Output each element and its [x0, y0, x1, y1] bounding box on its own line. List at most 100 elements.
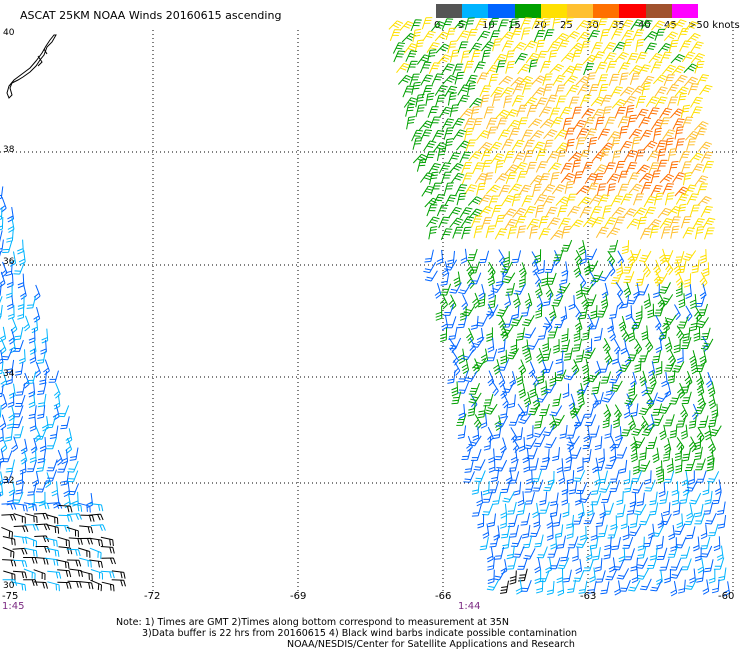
wind-barb — [1, 503, 17, 510]
wind-barb — [635, 164, 650, 175]
wind-barb — [689, 350, 697, 366]
wind-barb — [602, 205, 612, 219]
wind-barb — [451, 381, 459, 397]
wind-barb — [549, 405, 563, 417]
wind-barb — [633, 282, 640, 299]
wind-barb — [479, 85, 492, 97]
wind-barb — [501, 195, 515, 206]
wind-barb — [563, 347, 574, 361]
wind-barb — [6, 294, 14, 311]
wind-barb — [617, 62, 631, 74]
wind-barb — [69, 568, 83, 577]
wind-barb — [492, 38, 502, 52]
wind-barb — [1, 514, 17, 521]
wind-barb — [485, 225, 496, 239]
wind-barb — [654, 86, 668, 98]
wind-barb — [620, 193, 633, 205]
wind-barb — [563, 457, 573, 472]
wind-barb — [526, 104, 538, 117]
wind-barb — [681, 161, 692, 174]
wind-barb — [403, 97, 418, 108]
wind-barb — [517, 491, 525, 507]
wind-barb — [411, 129, 423, 142]
wind-barb — [13, 339, 24, 352]
wind-barb — [604, 116, 616, 129]
wind-barb — [24, 524, 39, 531]
wind-barb — [500, 87, 514, 98]
wind-barb — [671, 481, 679, 496]
wind-barb — [676, 437, 685, 453]
wind-barb — [0, 384, 4, 398]
wind-barb — [595, 226, 609, 238]
wind-barb — [518, 262, 527, 278]
wind-barb — [450, 172, 465, 184]
wind-barb — [675, 282, 683, 298]
wind-barb — [620, 295, 630, 309]
wind-barb — [504, 164, 519, 175]
wind-barb — [688, 415, 697, 429]
wind-barb — [648, 53, 663, 64]
wind-barb — [0, 239, 4, 253]
wind-barb — [36, 350, 46, 364]
wind-barb — [655, 569, 663, 585]
wind-barb — [565, 193, 577, 206]
wind-barb — [599, 481, 612, 493]
wind-barb — [445, 27, 457, 41]
wind-barb — [486, 304, 499, 316]
wind-barb — [655, 337, 663, 354]
wind-barb — [514, 162, 528, 173]
wind-barb — [487, 370, 495, 387]
wind-barb — [23, 315, 31, 332]
wind-barb — [696, 372, 705, 388]
legend-swatch-9 — [671, 4, 698, 18]
wind-barb — [563, 17, 574, 30]
wind-barb — [506, 545, 515, 560]
wind-barb — [711, 491, 722, 505]
wind-barb — [683, 184, 697, 196]
wind-barb — [711, 403, 719, 419]
wind-barb — [456, 192, 467, 206]
wind-barb — [569, 42, 584, 53]
wind-barb — [610, 272, 623, 285]
wind-barb — [416, 54, 431, 65]
wind-barb — [424, 270, 438, 282]
wind-barb — [441, 18, 454, 31]
wind-barb — [44, 472, 52, 489]
wind-barb — [486, 327, 493, 342]
wind-barb — [529, 382, 537, 398]
wind-barb — [58, 504, 73, 513]
footnote-line-2: 3)Data buffer is 22 hrs from 20160615 4)… — [142, 628, 578, 639]
wind-barb — [608, 260, 616, 277]
wind-barb — [629, 72, 641, 85]
wind-barb — [635, 38, 645, 53]
wind-barb — [574, 304, 582, 320]
wind-barb — [24, 547, 38, 557]
wind-barb — [464, 127, 474, 141]
wind-barb — [699, 271, 708, 288]
wind-barb — [15, 480, 24, 495]
wind-barb — [698, 141, 713, 152]
wind-barb — [0, 361, 4, 375]
wind-barb — [477, 514, 485, 529]
wind-barb — [523, 96, 538, 108]
wind-barb — [539, 60, 552, 73]
wind-barb — [695, 360, 707, 373]
wind-barb — [674, 126, 684, 140]
wind-barb — [550, 534, 557, 550]
wind-barb — [13, 559, 28, 568]
wind-barb — [573, 327, 581, 342]
wind-barb — [602, 414, 610, 429]
wind-barb — [591, 381, 601, 395]
wind-barb — [582, 436, 592, 450]
wind-barb — [598, 83, 609, 97]
wind-barb — [696, 569, 705, 583]
wind-barb — [632, 29, 645, 41]
wind-barb — [406, 60, 418, 73]
wind-barb — [449, 49, 460, 63]
wind-barb — [12, 570, 27, 579]
wind-barb — [508, 413, 520, 426]
wind-barb — [586, 19, 599, 31]
wind-barb — [481, 41, 495, 52]
wind-barb — [700, 249, 707, 264]
wind-barb — [4, 427, 13, 442]
